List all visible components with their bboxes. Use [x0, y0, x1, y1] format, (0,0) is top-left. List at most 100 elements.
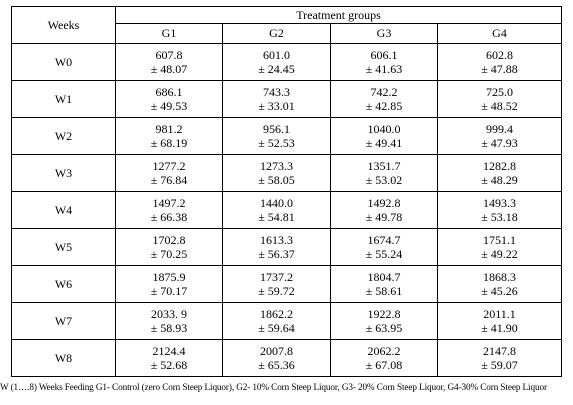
cell-sd-value: ± 55.24 [365, 247, 403, 261]
cell-mean-value: 1277.2 [152, 159, 186, 173]
weeks-header: Weeks [11, 6, 116, 44]
table-cell: 1674.7 ± 55.24 [330, 228, 438, 266]
table-cell: 725.0 ± 48.52 [437, 80, 562, 118]
cell-mean-value: 956.1 [263, 122, 290, 136]
cell-sd-value: ± 33.01 [258, 99, 295, 113]
cell-sd-value: ± 53.18 [481, 210, 518, 224]
cell-sd-value: ± 68.19 [150, 136, 188, 150]
cell-sd-value: ± 52.53 [258, 136, 295, 150]
week-label: W4 [11, 191, 116, 229]
table-cell: 1273.3 ± 58.05 [222, 154, 331, 192]
week-label: W0 [11, 43, 116, 81]
cell-sd-value: ± 70.17 [150, 284, 188, 298]
cell-mean-value: 1351.7 [367, 159, 401, 173]
cell-sd-value: ± 52.68 [150, 358, 188, 372]
table-cell: 1868.3 ± 45.26 [437, 265, 562, 303]
cell-mean-value: 2062.2 [367, 344, 401, 358]
table-cell: 1702.8 ± 70.25 [115, 228, 223, 266]
cell-sd-value: ± 49.41 [365, 136, 403, 150]
cell-mean-value: 1702.8 [152, 233, 186, 247]
week-label: W2 [11, 117, 116, 155]
cell-sd-value: ± 49.53 [150, 99, 188, 113]
group-header-g4: G4 [437, 23, 562, 44]
table-row: W4 1497.2 ± 66.38 1440.0 ± 54.81 1492.8 ± 49.7… [11, 191, 562, 229]
table-cell: 1751.1 ± 49.22 [437, 228, 562, 266]
cell-sd-value: ± 45.26 [481, 284, 518, 298]
table-cell: 1804.7 ± 58.61 [330, 265, 438, 303]
cell-mean-value: 606.1 [370, 48, 398, 62]
cell-mean-value: 601.0 [263, 48, 290, 62]
cell-mean-value: 1493.3 [483, 196, 516, 210]
cell-sd-value: ± 58.05 [258, 173, 295, 187]
cell-sd-value: ± 65.36 [258, 358, 295, 372]
table-cell: 1493.3 ± 53.18 [437, 191, 562, 229]
table-cell: 1277.2 ± 76.84 [115, 154, 223, 192]
cell-mean-value: 1737.2 [260, 270, 293, 284]
cell-mean-value: 607.8 [155, 48, 183, 62]
cell-mean-value: 1273.3 [260, 159, 293, 173]
cell-mean-value: 2124.4 [152, 344, 186, 358]
table-row: W3 1277.2 ± 76.84 1273.3 ± 58.05 1351.7 ± 53.0… [11, 154, 562, 192]
table-cell: 601.0 ± 24.45 [222, 43, 331, 81]
weight-table: Weeks Treatment groups G1 G2 G3 G4 W0 607… [11, 6, 562, 377]
cell-mean-value: 2147.8 [483, 344, 516, 358]
table-cell: 742.2 ± 42.85 [330, 80, 438, 118]
table-row: W8 2124.4 ± 52.68 2007.8 ± 65.36 2062.2 ± 67.0… [11, 339, 562, 377]
cell-mean-value: 981.2 [155, 122, 183, 136]
table-cell: 981.2 ± 68.19 [115, 117, 223, 155]
week-label: W8 [11, 339, 116, 377]
table-cell: 2033. 9 ± 58.93 [115, 302, 223, 340]
table-cell: 607.8 ± 48.07 [115, 43, 223, 81]
week-label: W5 [11, 228, 116, 266]
cell-mean-value: 1868.3 [483, 270, 516, 284]
cell-mean-value: 602.8 [486, 48, 513, 62]
treatment-groups-header: Treatment groups [115, 6, 562, 24]
table-cell: 1737.2 ± 59.72 [222, 265, 331, 303]
cell-mean-value: 1922.8 [367, 307, 401, 321]
table-cell: 1875.9 ± 70.17 [115, 265, 223, 303]
cell-mean-value: 686.1 [155, 85, 183, 99]
cell-sd-value: ± 47.93 [481, 136, 518, 150]
table-cell: 686.1 ± 49.53 [115, 80, 223, 118]
cell-mean-value: 2033. 9 [151, 307, 187, 321]
table-cell: 2062.2 ± 67.08 [330, 339, 438, 377]
cell-sd-value: ± 76.84 [150, 173, 188, 187]
table-cell: 1862.2 ± 59.64 [222, 302, 331, 340]
table-cell: 743.3 ± 33.01 [222, 80, 331, 118]
table-row: W2 981.2 ± 68.19 956.1 ± 52.53 1040.0 ± 49.41 9… [11, 117, 562, 155]
cell-sd-value: ± 59.72 [258, 284, 295, 298]
cell-mean-value: 1440.0 [260, 196, 293, 210]
table-cell: 956.1 ± 52.53 [222, 117, 331, 155]
cell-sd-value: ± 54.81 [258, 210, 295, 224]
cell-mean-value: 725.0 [486, 85, 513, 99]
table-cell: 2124.4 ± 52.68 [115, 339, 223, 377]
cell-mean-value: 1282.8 [483, 159, 516, 173]
cell-mean-value: 742.2 [370, 85, 398, 99]
table-cell: 1440.0 ± 54.81 [222, 191, 331, 229]
table-row: W1 686.1 ± 49.53 743.3 ± 33.01 742.2 ± 42.85 72… [11, 80, 562, 118]
week-label: W3 [11, 154, 116, 192]
table-cell: 1040.0 ± 49.41 [330, 117, 438, 155]
week-label: W6 [11, 265, 116, 303]
cell-mean-value: 2011.1 [483, 307, 516, 321]
cell-sd-value: ± 53.02 [365, 173, 403, 187]
table-cell: 1613.3 ± 56.37 [222, 228, 331, 266]
group-header-g2: G2 [222, 23, 331, 44]
group-header-g1: G1 [115, 23, 223, 44]
table-cell: 1922.8 ± 63.95 [330, 302, 438, 340]
cell-mean-value: 1751.1 [483, 233, 516, 247]
cell-mean-value: 1674.7 [367, 233, 401, 247]
group-header-g3: G3 [330, 23, 438, 44]
cell-sd-value: ± 58.61 [365, 284, 403, 298]
cell-sd-value: ± 49.78 [365, 210, 403, 224]
table-cell: 2007.8 ± 65.36 [222, 339, 331, 377]
table-cell: 1351.7 ± 53.02 [330, 154, 438, 192]
week-label: W1 [11, 80, 116, 118]
table-cell: 2147.8 ± 59.07 [437, 339, 562, 377]
table-cell: 606.1 ± 41.63 [330, 43, 438, 81]
table-cell: 1497.2 ± 66.38 [115, 191, 223, 229]
cell-sd-value: ± 56.37 [258, 247, 295, 261]
cell-mean-value: 2007.8 [260, 344, 293, 358]
table-row: W5 1702.8 ± 70.25 1613.3 ± 56.37 1674.7 ± 55.2… [11, 228, 562, 266]
cell-sd-value: ± 67.08 [365, 358, 403, 372]
